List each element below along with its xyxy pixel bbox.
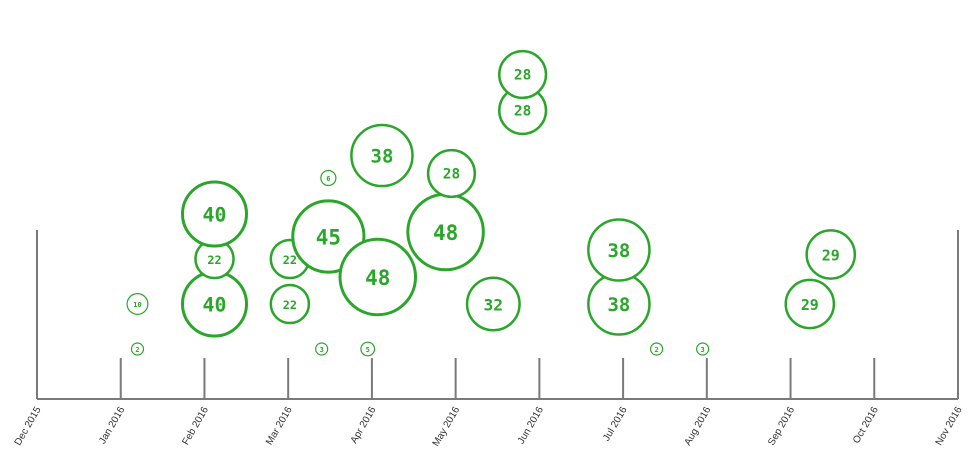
bubble: 28 xyxy=(498,49,548,100)
bubble-value-label: 38 xyxy=(607,294,630,316)
bubble: 38 xyxy=(350,123,414,188)
bubble: 29 xyxy=(784,278,836,330)
x-tick-label: Sep 2016 xyxy=(766,405,797,448)
bubble-value-label: 38 xyxy=(607,240,630,262)
bubble-value-label: 28 xyxy=(514,104,531,120)
bubble-value-label: 10 xyxy=(133,301,141,309)
bubble-circle xyxy=(350,123,414,188)
bubble-value-label: 48 xyxy=(365,266,390,290)
x-tick-label: Aug 2016 xyxy=(682,405,713,448)
bubble: 2 xyxy=(649,342,664,356)
bubble-circle xyxy=(130,342,145,356)
bubble-circle xyxy=(338,237,418,317)
bubble-circle xyxy=(587,218,651,282)
x-tick-label: Dec 2015 xyxy=(13,405,44,448)
bubble-value-label: 6 xyxy=(326,175,330,183)
bubble: 22 xyxy=(269,283,311,325)
x-tick-label: May 2016 xyxy=(431,405,463,449)
x-tick-label: Jun 2016 xyxy=(516,405,546,447)
bubble-circle xyxy=(126,293,149,316)
bubble-circle xyxy=(426,148,477,199)
x-tick-label: Apr 2016 xyxy=(349,405,379,446)
bubble-value-label: 48 xyxy=(433,221,458,245)
bubble-circle xyxy=(696,342,710,356)
bubble: 5 xyxy=(360,341,376,357)
bubble-value-label: 28 xyxy=(514,68,531,84)
bubble-value-label: 22 xyxy=(283,253,297,267)
tick-marks xyxy=(36,230,959,399)
x-tick-label: Jul 2016 xyxy=(601,405,630,444)
bubble: 3 xyxy=(696,342,710,356)
x-tick-label: Nov 2016 xyxy=(934,405,965,448)
bubble-value-label: 38 xyxy=(371,146,394,168)
bubble: 38 xyxy=(587,272,651,336)
x-tick-label: Mar 2016 xyxy=(264,405,295,447)
bubble-value-label: 5 xyxy=(366,346,370,354)
bubble-value-label: 3 xyxy=(701,346,705,354)
bubble: 40 xyxy=(181,270,249,338)
bubble-value-label: 40 xyxy=(203,294,227,317)
bubble-value-label: 40 xyxy=(203,204,227,227)
bubble: 32 xyxy=(465,276,521,332)
x-tick-label: Feb 2016 xyxy=(180,405,211,447)
bubble-value-label: 2 xyxy=(135,346,139,354)
bubble: 40 xyxy=(181,180,249,248)
bubble-circle xyxy=(784,278,836,330)
bubble: 29 xyxy=(805,229,857,280)
bubble: 48 xyxy=(406,192,485,272)
x-tick-label: Oct 2016 xyxy=(851,405,881,446)
bubble-circle xyxy=(269,283,311,325)
bubble-circle xyxy=(805,229,857,280)
bubble-value-label: 29 xyxy=(801,296,819,314)
bubble: 38 xyxy=(587,218,651,282)
bubbles: 2 10 40 22 40 22 22 3 45 6 5 48 38 48 28 32 28 28 38 38 2 3 29… xyxy=(126,49,857,357)
bubble-circle xyxy=(315,342,329,356)
bubble-value-label: 2 xyxy=(654,346,658,354)
bubble-value-label: 32 xyxy=(484,296,504,315)
bubble: 28 xyxy=(426,148,477,199)
bubble: 6 xyxy=(320,169,337,187)
bubble: 48 xyxy=(338,237,418,317)
bubble-circle xyxy=(649,342,664,356)
bubble-value-label: 29 xyxy=(822,247,840,265)
bubble: 10 xyxy=(126,293,149,316)
bubble: 2 xyxy=(130,342,145,356)
bubble-value-label: 28 xyxy=(443,167,460,183)
bubble-circle xyxy=(320,169,337,187)
bubble-value-label: 3 xyxy=(320,346,324,354)
bubble: 3 xyxy=(315,342,329,356)
x-tick-label: Jan 2016 xyxy=(97,405,127,447)
bubble-value-label: 22 xyxy=(283,298,297,312)
bubble-circle xyxy=(360,341,376,357)
bubble-circle xyxy=(465,276,521,332)
bubble-circle xyxy=(181,180,249,248)
bubble-circle xyxy=(498,49,548,100)
bubble-value-label: 22 xyxy=(207,253,221,267)
bubble-value-label: 45 xyxy=(316,226,341,250)
tick-labels: Dec 2015 Jan 2016 Feb 2016 Mar 2016 Apr 2016… xyxy=(13,405,965,449)
